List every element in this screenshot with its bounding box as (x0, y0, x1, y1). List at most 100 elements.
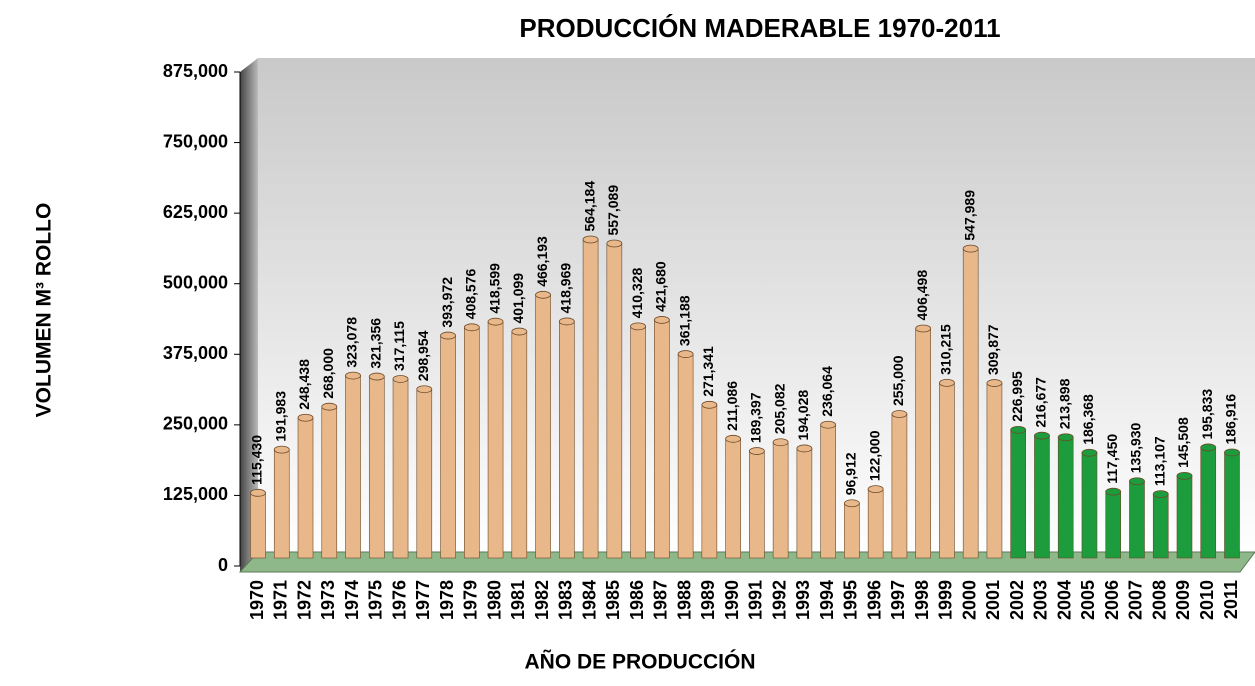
x-tick-label: 1982 (532, 580, 552, 620)
bar-cap (250, 488, 266, 497)
bar-cap (1081, 448, 1098, 457)
bar (416, 388, 433, 559)
bar-cap (487, 317, 504, 326)
x-tick-label: 1990 (722, 580, 742, 620)
x-tick-label: 1994 (817, 580, 837, 620)
bar (1010, 429, 1026, 559)
bar-cap (1057, 433, 1074, 442)
bar-cap (677, 350, 694, 358)
value-label: 268,000 (320, 348, 336, 399)
value-label: 321,356 (367, 318, 383, 369)
bar (1176, 475, 1193, 559)
y-tick-label: 500,000 (163, 272, 228, 292)
value-label: 408,576 (463, 269, 479, 320)
bar-cap (1129, 477, 1145, 486)
bar-cap (511, 327, 528, 336)
bar-cap (820, 420, 837, 429)
value-label: 418,969 (558, 263, 574, 314)
value-label: 226,995 (1009, 371, 1025, 422)
value-label: 393,972 (439, 277, 455, 328)
value-label: 317,115 (391, 321, 407, 371)
bar (1105, 491, 1122, 559)
value-label: 194,028 (795, 390, 811, 441)
bar (986, 382, 1003, 559)
bar (1152, 493, 1169, 559)
x-tick-label: 2000 (959, 580, 979, 620)
bar (962, 248, 979, 559)
x-tick-label: 1989 (698, 580, 718, 620)
value-label: 213,898 (1056, 378, 1072, 429)
bar-cap (772, 438, 789, 447)
value-label: 564,184 (581, 181, 597, 232)
x-tick-label: 1988 (674, 580, 694, 620)
bar-cap (796, 444, 813, 453)
bar-cap (535, 290, 551, 299)
bar (273, 449, 290, 559)
value-label: 236,064 (819, 366, 835, 417)
value-label: 205,082 (771, 383, 787, 434)
bar (844, 502, 860, 559)
bar-cap (1224, 448, 1240, 457)
bar (1081, 452, 1098, 559)
x-tick-label: 1970 (247, 580, 267, 620)
x-tick-label: 1998 (912, 580, 932, 620)
value-label: 410,328 (629, 268, 645, 319)
x-tick-label: 1999 (936, 580, 956, 620)
bar (511, 331, 528, 559)
bar (1034, 435, 1050, 559)
y-tick-label: 750,000 (163, 131, 228, 151)
x-tick-label: 2011 (1221, 580, 1241, 619)
bar (630, 326, 646, 559)
bar-cap (630, 322, 646, 331)
bar (939, 382, 955, 559)
x-tick-label: 2006 (1102, 580, 1122, 620)
x-tick-label: 1972 (294, 580, 314, 620)
value-label: 255,000 (890, 355, 906, 406)
x-tick-label: 1981 (508, 580, 528, 620)
value-label: 135,930 (1128, 422, 1144, 473)
x-tick-label: 1979 (461, 580, 481, 620)
value-label: 466,193 (534, 236, 550, 287)
y-tick-label: 125,000 (163, 484, 228, 504)
bar-cap (368, 372, 385, 381)
value-label: 401,099 (510, 273, 526, 324)
bar (392, 378, 409, 559)
value-label: 195,833 (1199, 389, 1215, 440)
x-tick-label: 1997 (888, 580, 908, 620)
chart-title: PRODUCCIÓN MADERABLE 1970-2011 (519, 13, 1000, 43)
x-tick-label: 1991 (746, 580, 766, 620)
bar-cap (891, 410, 908, 418)
y-axis-title: VOLUMEN M³ ROLLO (33, 203, 56, 418)
x-tick-label: 1992 (769, 580, 789, 620)
bar (772, 441, 789, 559)
x-tick-label: 2009 (1173, 580, 1193, 620)
side-wall (240, 58, 258, 572)
bar (820, 424, 836, 559)
value-label: 406,498 (914, 270, 930, 321)
value-label: 310,215 (938, 324, 954, 375)
bar (915, 328, 931, 559)
value-label: 298,954 (415, 330, 431, 381)
x-tick-label: 1984 (579, 580, 599, 620)
bar-cap (558, 317, 575, 326)
bar-cap (606, 239, 623, 248)
y-tick-label: 375,000 (163, 343, 228, 363)
bar-cap (867, 485, 884, 494)
bar-cap (653, 316, 670, 324)
value-label: 96,912 (843, 452, 859, 495)
value-label: 248,438 (296, 359, 312, 410)
x-tick-label: 1975 (366, 580, 386, 620)
bar-cap (345, 371, 361, 380)
bar (891, 413, 908, 559)
value-label: 122,000 (866, 430, 882, 481)
value-label: 113,107 (1151, 436, 1167, 486)
value-label: 216,677 (1033, 377, 1049, 428)
x-tick-label: 1996 (864, 580, 884, 620)
value-label: 186,368 (1080, 394, 1096, 445)
value-label: 191,983 (272, 391, 288, 442)
x-tick-label: 2003 (1031, 580, 1051, 620)
x-tick-label: 1987 (651, 580, 671, 620)
bar-cap (321, 402, 338, 411)
x-tick-label: 1983 (556, 580, 576, 620)
bar (867, 488, 884, 559)
